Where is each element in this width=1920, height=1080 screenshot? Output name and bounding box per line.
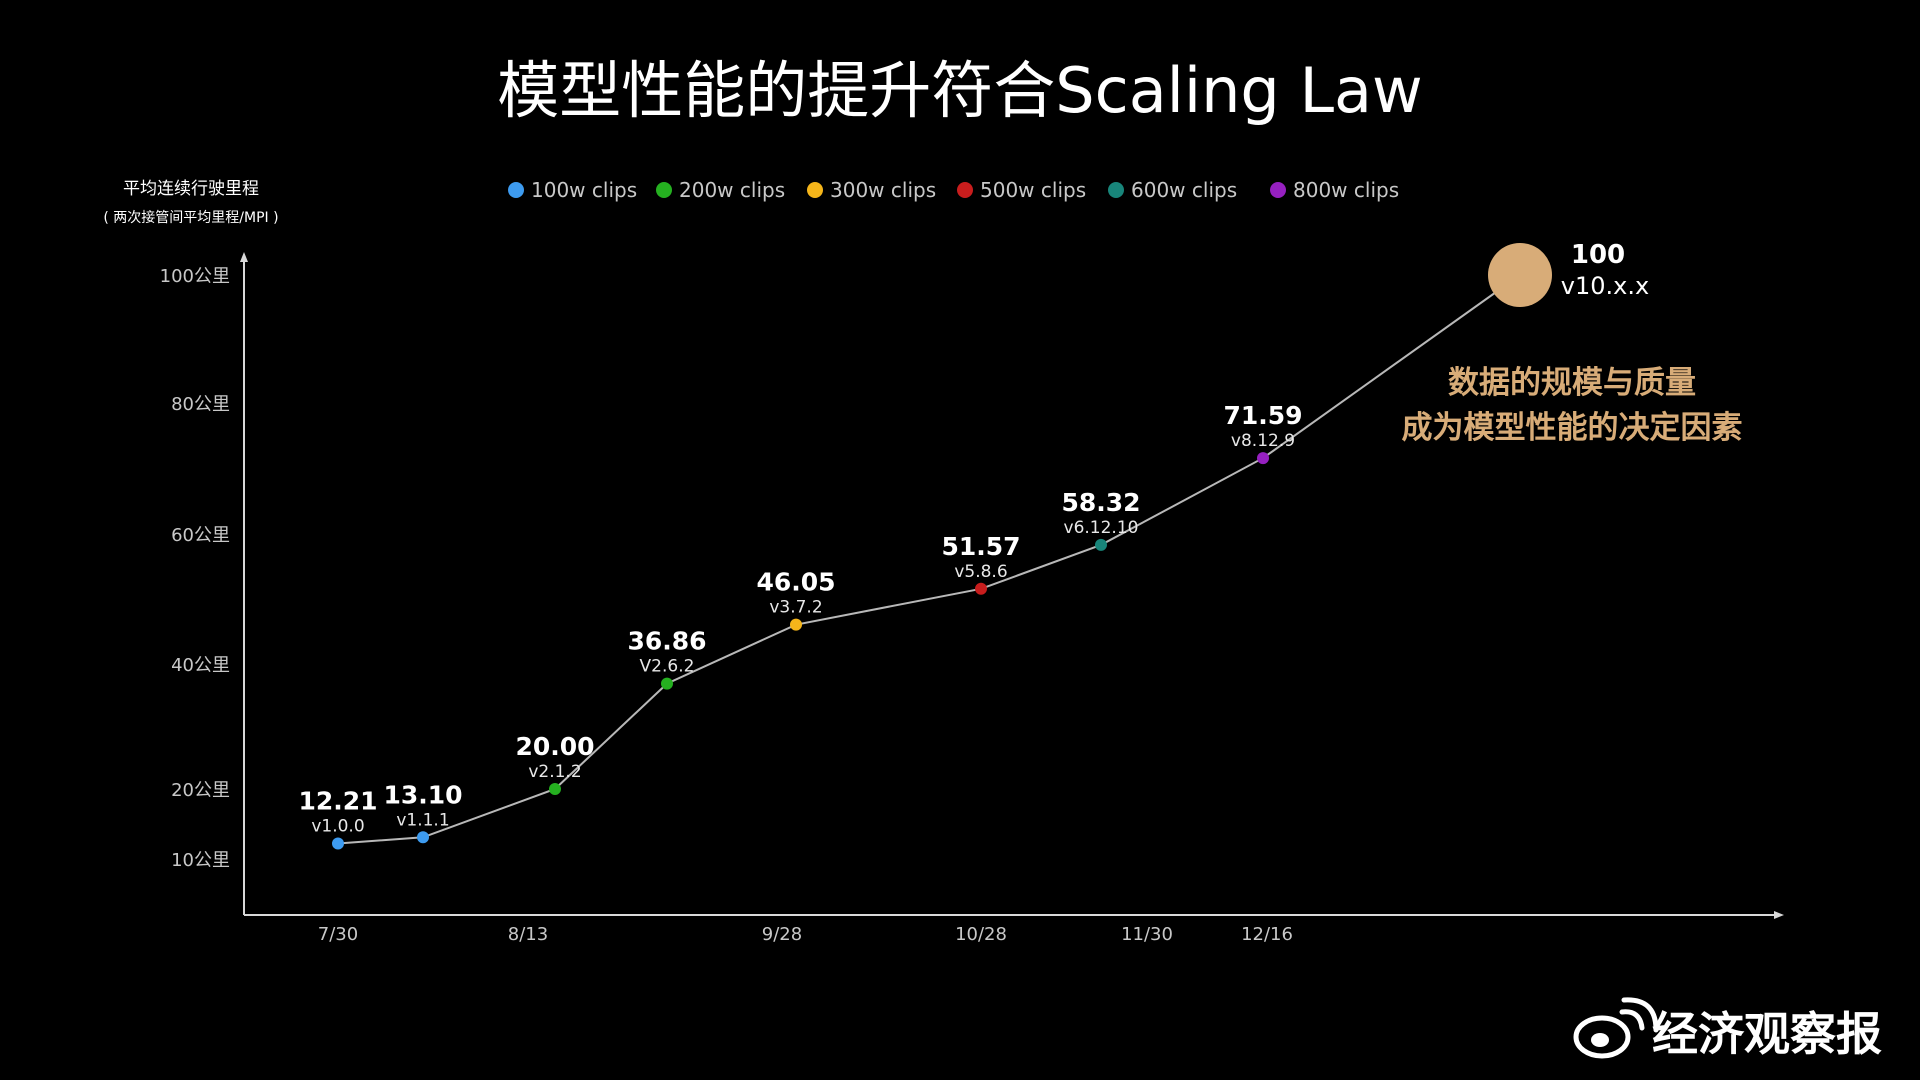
data-point-marker [1095,538,1107,551]
data-value-label: 46.05 [756,568,835,597]
legend-item: 600w clips [1108,178,1237,202]
legend-label: 100w clips [531,178,637,202]
y-tick-label: 60公里 [171,525,230,546]
legend-swatch [1270,182,1286,198]
legend-swatch [656,182,672,198]
data-point-marker [1257,452,1269,465]
axes [240,252,1784,919]
data-point-marker [790,618,802,631]
data-version-label: v1.0.0 [311,817,364,837]
legend-item: 200w clips [656,178,785,202]
legend-item: 100w clips [508,178,637,202]
x-tick-label: 9/28 [762,924,802,945]
y-tick-labels: 10公里 20公里 40公里 60公里 80公里 100公里 [160,266,230,871]
data-value-label: 51.57 [941,532,1020,561]
data-version-label: v1.1.1 [396,810,449,830]
data-version-label: V2.6.2 [640,657,695,677]
data-value-label: 58.32 [1061,488,1140,517]
data-point-marker [549,783,561,795]
legend-item: 500w clips [957,178,1086,202]
x-tick-label: 7/30 [318,924,358,945]
data-point-marker [332,837,344,850]
y-tick-label: 10公里 [171,850,230,871]
data-point-marker [661,677,673,690]
x-tick-labels: 7/30 8/13 9/28 10/28 11/30 12/16 [318,924,1293,945]
legend-swatch [1108,182,1124,198]
data-value-label: 36.86 [627,627,706,656]
y-axis-label: 平均连续行驶里程 [123,179,259,199]
data-value-label: 12.21 [298,787,377,816]
chart-title: 模型性能的提升符合Scaling Law [497,54,1423,127]
watermark: 经济观察报 [1573,997,1882,1061]
data-version-label: v3.7.2 [769,598,822,618]
annotation-line-2: 成为模型性能的决定因素 [1402,410,1743,446]
y-tick-label: 100公里 [160,266,230,287]
legend-label: 300w clips [830,178,936,202]
legend-label: 500w clips [980,178,1086,202]
legend-swatch [508,182,524,198]
x-tick-label: 11/30 [1121,924,1173,945]
legend-label: 600w clips [1131,178,1237,202]
legend-item: 300w clips [807,178,936,202]
data-points [332,243,1552,850]
data-value-label: 71.59 [1223,401,1302,430]
data-version-label: v5.8.6 [954,562,1007,582]
y-tick-label: 80公里 [171,394,230,415]
legend: 100w clips 200w clips 300w clips 500w clips… [508,178,1399,202]
y-axis-sublabel: ( 两次接管间平均里程/MPI ) [103,209,278,226]
legend-swatch [807,182,823,198]
legend-item: 800w clips [1270,178,1399,202]
target-point-marker [1488,243,1552,307]
data-value-label: 100 [1571,240,1625,270]
data-point-marker [975,582,987,595]
y-tick-label: 20公里 [171,780,230,801]
watermark-text: 经济观察报 [1652,1007,1882,1061]
x-tick-label: 8/13 [508,924,548,945]
y-axis-arrow [240,252,248,262]
weibo-logo-icon [1573,997,1659,1059]
x-tick-label: 12/16 [1241,924,1293,945]
data-point-marker [417,831,429,844]
legend-swatch [957,182,973,198]
data-version-label: v10.x.x [1561,272,1649,300]
data-value-label: 13.10 [383,780,462,809]
x-tick-label: 10/28 [955,924,1007,945]
data-version-label: v8.12.9 [1231,431,1295,451]
legend-label: 800w clips [1293,178,1399,202]
legend-label: 200w clips [679,178,785,202]
data-version-label: v6.12.10 [1064,518,1139,538]
data-value-label: 20.00 [515,732,594,761]
annotation-line-1: 数据的规模与质量 [1448,365,1696,401]
data-version-label: v2.1.2 [528,762,581,782]
y-tick-label: 40公里 [171,655,230,676]
x-axis-arrow [1774,911,1784,919]
